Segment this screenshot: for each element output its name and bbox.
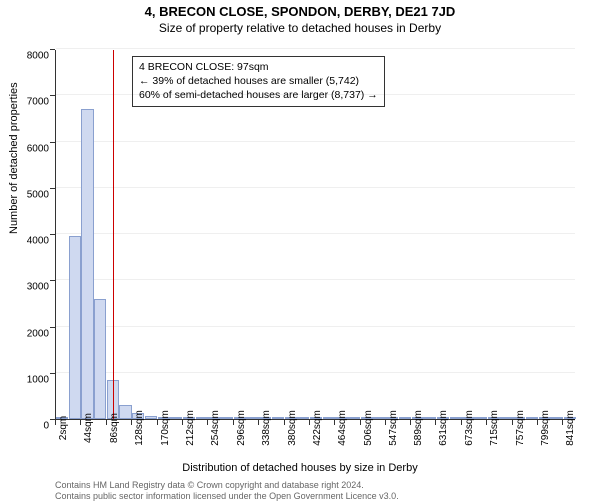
grid-line bbox=[56, 187, 575, 188]
property-marker-line bbox=[113, 50, 114, 419]
x-tick-label: 86sqm bbox=[109, 413, 120, 443]
histogram-bar bbox=[526, 417, 538, 419]
x-tick-mark bbox=[207, 420, 208, 425]
x-tick-mark bbox=[80, 420, 81, 425]
x-tick-mark bbox=[562, 420, 563, 425]
histogram-bar bbox=[399, 417, 411, 419]
x-tick-mark bbox=[233, 420, 234, 425]
x-tick-label: 338sqm bbox=[261, 410, 272, 446]
histogram-bar bbox=[94, 299, 106, 419]
y-tick-label: 8000 bbox=[27, 51, 49, 62]
x-tick-label: 170sqm bbox=[160, 410, 171, 446]
x-tick-label: 422sqm bbox=[312, 410, 323, 446]
x-tick-mark bbox=[486, 420, 487, 425]
x-tick-mark bbox=[258, 420, 259, 425]
histogram-bar bbox=[221, 417, 233, 419]
x-tick-mark bbox=[461, 420, 462, 425]
footer-line2: Contains public sector information licen… bbox=[55, 491, 399, 502]
y-tick-label: 1000 bbox=[27, 374, 49, 385]
x-tick-mark bbox=[309, 420, 310, 425]
x-tick-mark bbox=[512, 420, 513, 425]
x-tick-mark bbox=[55, 420, 56, 425]
x-tick-mark bbox=[284, 420, 285, 425]
x-tick-label: 547sqm bbox=[388, 410, 399, 446]
histogram-bar bbox=[145, 416, 157, 419]
histogram-bar bbox=[500, 417, 512, 419]
y-tick-label: 5000 bbox=[27, 189, 49, 200]
x-tick-label: 715sqm bbox=[489, 410, 500, 446]
x-tick-mark bbox=[537, 420, 538, 425]
x-tick-label: 44sqm bbox=[83, 413, 94, 443]
histogram-bar bbox=[323, 417, 335, 419]
annotation-line1: 4 BRECON CLOSE: 97sqm bbox=[139, 60, 378, 74]
annotation-box: 4 BRECON CLOSE: 97sqm ← 39% of detached … bbox=[132, 56, 385, 107]
grid-line bbox=[56, 94, 575, 95]
x-tick-label: 296sqm bbox=[236, 410, 247, 446]
histogram-bar bbox=[551, 417, 563, 419]
footer-line1: Contains HM Land Registry data © Crown c… bbox=[55, 480, 399, 491]
x-tick-mark bbox=[334, 420, 335, 425]
x-tick-label: 464sqm bbox=[337, 410, 348, 446]
x-tick-mark bbox=[435, 420, 436, 425]
histogram-bar bbox=[475, 417, 487, 419]
x-tick-mark bbox=[410, 420, 411, 425]
y-ticks: 010002000300040005000600070008000 bbox=[0, 50, 55, 420]
grid-line bbox=[56, 372, 575, 373]
x-tick-label: 2sqm bbox=[58, 416, 69, 440]
histogram-bar bbox=[170, 417, 182, 419]
page-title: 4, BRECON CLOSE, SPONDON, DERBY, DE21 7J… bbox=[0, 4, 600, 19]
chart-plot-area: 4 BRECON CLOSE: 97sqm ← 39% of detached … bbox=[55, 50, 575, 420]
histogram-bar bbox=[297, 417, 309, 419]
page-subtitle: Size of property relative to detached ho… bbox=[0, 21, 600, 35]
x-tick-label: 506sqm bbox=[363, 410, 374, 446]
x-tick-label: 841sqm bbox=[565, 410, 576, 446]
grid-line bbox=[56, 48, 575, 49]
grid-line bbox=[56, 141, 575, 142]
histogram-bar bbox=[196, 417, 208, 419]
histogram-bar bbox=[246, 417, 258, 419]
histogram-bar bbox=[69, 236, 81, 419]
y-tick-label: 6000 bbox=[27, 143, 49, 154]
grid-line bbox=[56, 233, 575, 234]
annotation-line3: 60% of semi-detached houses are larger (… bbox=[139, 88, 378, 102]
x-tick-label: 799sqm bbox=[540, 410, 551, 446]
grid-line bbox=[56, 326, 575, 327]
x-tick-mark bbox=[360, 420, 361, 425]
annotation-line2: ← 39% of detached houses are smaller (5,… bbox=[139, 74, 378, 88]
histogram-bar bbox=[81, 109, 93, 419]
x-tick-label: 631sqm bbox=[438, 410, 449, 446]
x-tick-mark bbox=[157, 420, 158, 425]
histogram-bar bbox=[424, 417, 436, 419]
x-tick-label: 673sqm bbox=[464, 410, 475, 446]
x-tick-label: 380sqm bbox=[287, 410, 298, 446]
x-tick-mark bbox=[131, 420, 132, 425]
histogram-bar bbox=[373, 417, 385, 419]
histogram-bar bbox=[119, 405, 131, 419]
x-tick-mark bbox=[106, 420, 107, 425]
y-tick-label: 3000 bbox=[27, 282, 49, 293]
histogram-bar bbox=[272, 417, 284, 419]
x-tick-label: 254sqm bbox=[210, 410, 221, 446]
histogram-bar bbox=[450, 417, 462, 419]
x-axis-label: Distribution of detached houses by size … bbox=[0, 462, 600, 474]
footer-attribution: Contains HM Land Registry data © Crown c… bbox=[55, 480, 399, 502]
histogram-bar bbox=[348, 417, 360, 419]
x-tick-label: 757sqm bbox=[515, 410, 526, 446]
x-tick-label: 128sqm bbox=[134, 410, 145, 446]
grid-line bbox=[56, 279, 575, 280]
x-tick-label: 589sqm bbox=[413, 410, 424, 446]
y-tick-label: 7000 bbox=[27, 97, 49, 108]
x-tick-mark bbox=[385, 420, 386, 425]
x-tick-mark bbox=[182, 420, 183, 425]
x-tick-label: 212sqm bbox=[185, 410, 196, 446]
y-tick-label: 4000 bbox=[27, 236, 49, 247]
y-tick-label: 2000 bbox=[27, 328, 49, 339]
y-tick-label: 0 bbox=[43, 421, 49, 432]
